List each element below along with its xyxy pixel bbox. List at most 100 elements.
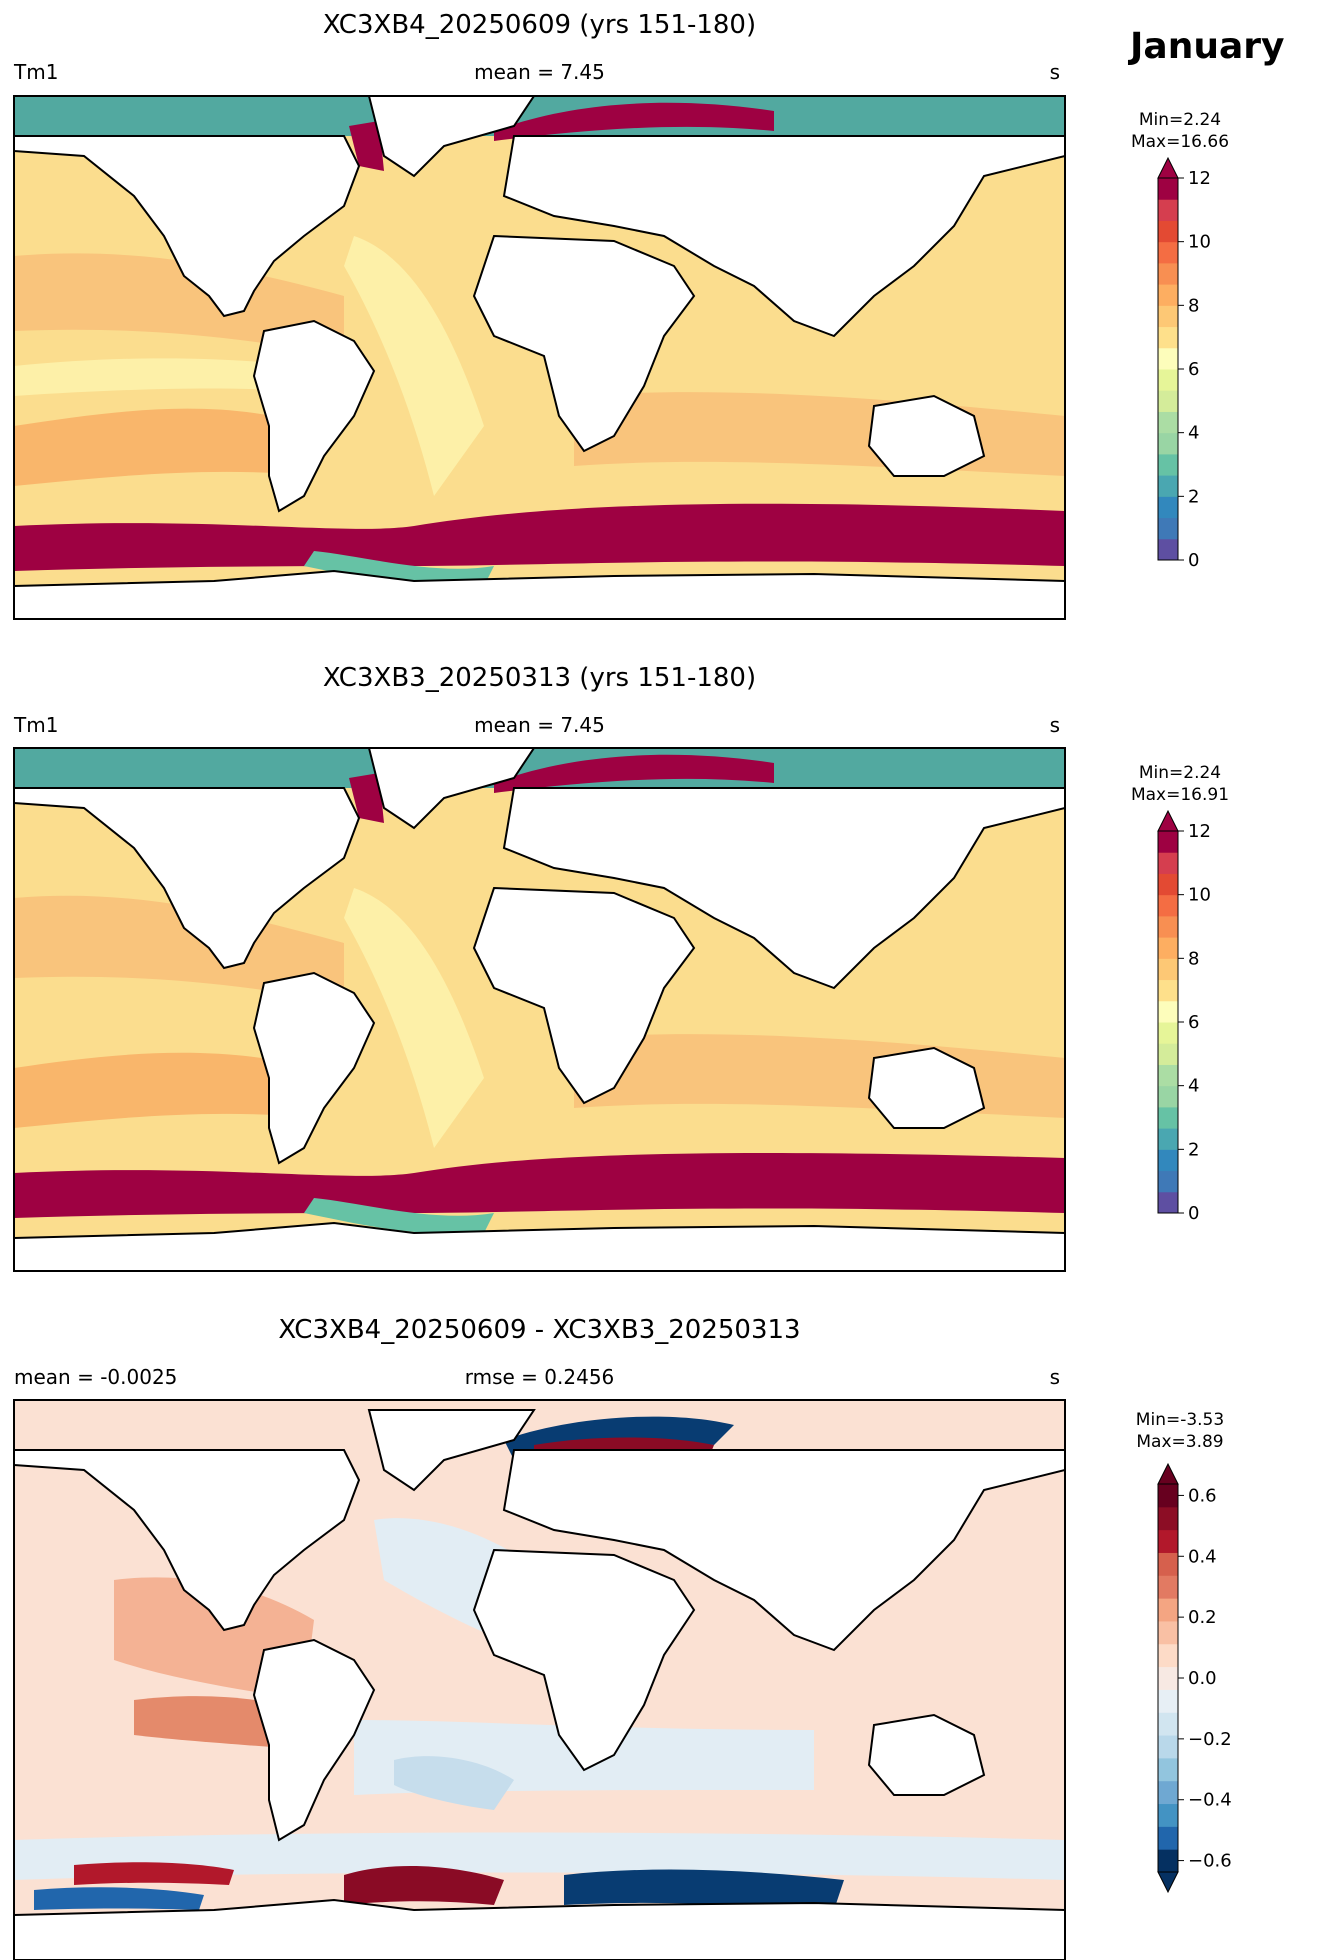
panel-3-max-stat: Max=3.89 bbox=[1136, 1432, 1224, 1452]
panel-2-title: XC3XB3_20250313 (yrs 151-180) bbox=[322, 663, 757, 693]
colorbar-segment bbox=[1158, 1552, 1178, 1576]
map-frame bbox=[13, 747, 1066, 1272]
colorbar-tick-label: 0.4 bbox=[1188, 1546, 1217, 1567]
southern-ocean-high bbox=[14, 503, 1065, 571]
southern-dark-blue bbox=[564, 1869, 844, 1910]
colorbar-segment bbox=[1158, 894, 1178, 917]
colorbar-segment bbox=[1158, 937, 1178, 959]
colorbar-segment bbox=[1158, 220, 1178, 243]
panel-1-colorbar: 0 2 4 6 8 10 12 bbox=[1157, 156, 1211, 571]
colorbar-segment bbox=[1158, 1064, 1178, 1087]
australia bbox=[867, 1713, 986, 1796]
colorbar-segment bbox=[1158, 1484, 1178, 1508]
south-america bbox=[252, 971, 376, 1165]
colorbar-segment bbox=[1158, 1620, 1178, 1645]
north-america bbox=[14, 135, 361, 318]
colorbar-segment bbox=[1158, 1170, 1178, 1193]
panel-3-min-stat: Min=-3.53 bbox=[1135, 1410, 1225, 1430]
colorbar-segment bbox=[1158, 1128, 1178, 1150]
colorbar-segment bbox=[1158, 1735, 1178, 1759]
panel-1-map bbox=[13, 95, 1066, 620]
panel-2-variable-label: Tm1 bbox=[14, 713, 59, 737]
colorbar-tick-label: 10 bbox=[1188, 885, 1211, 906]
diff-blue-patches bbox=[394, 1756, 514, 1810]
colorbar-tick-label: 6 bbox=[1188, 1012, 1199, 1033]
southern-red-west bbox=[74, 1862, 234, 1885]
greenland bbox=[367, 96, 536, 178]
colorbar-segment bbox=[1158, 1506, 1178, 1531]
panel-1-mean-label: mean = 7.45 bbox=[474, 60, 605, 84]
panel-1-max-stat: Max=16.66 bbox=[1130, 132, 1230, 152]
colorbar-segment bbox=[1158, 1149, 1178, 1172]
colorbar-tick-label: 4 bbox=[1188, 423, 1199, 444]
colorbar-extend-max-arrow bbox=[1157, 1462, 1179, 1485]
panel-2-min-stat: Min=2.24 bbox=[1138, 763, 1222, 783]
map-frame bbox=[13, 95, 1066, 620]
colorbar-segment bbox=[1158, 1085, 1178, 1108]
panel-2-units-label: s bbox=[1049, 713, 1060, 737]
colorbar-tick-label: 0 bbox=[1188, 1203, 1199, 1224]
southern-ocean-high bbox=[14, 1153, 1065, 1218]
colorbar-segment bbox=[1158, 1689, 1178, 1713]
colorbar-tick-label: 0.2 bbox=[1188, 1607, 1217, 1628]
colorbar-segment bbox=[1158, 1780, 1178, 1805]
greenland bbox=[367, 1409, 536, 1492]
panel-2-max-stat: Max=16.91 bbox=[1130, 785, 1230, 805]
africa bbox=[472, 1548, 696, 1772]
colorbar-tick-label: 2 bbox=[1188, 1139, 1199, 1160]
australia bbox=[867, 1046, 986, 1129]
colorbar-segment bbox=[1158, 538, 1178, 561]
colorbar-tick-label: 0.6 bbox=[1188, 1485, 1217, 1506]
africa bbox=[472, 234, 696, 453]
greenland bbox=[367, 748, 536, 830]
colorbar-tick-label: 0.0 bbox=[1188, 1668, 1217, 1689]
colorbar-segment bbox=[1158, 326, 1178, 349]
colorbar-segment bbox=[1158, 517, 1178, 540]
colorbar-segment bbox=[1158, 432, 1178, 455]
colorbar-segment bbox=[1158, 1529, 1178, 1553]
month-heading: January bbox=[1130, 26, 1285, 67]
colorbar-segment bbox=[1158, 1575, 1178, 1599]
warm-band-south-pacific bbox=[14, 408, 314, 486]
south-america bbox=[252, 319, 376, 513]
colorbar-tick-label: 12 bbox=[1188, 821, 1211, 842]
southern-dark-red bbox=[344, 1865, 504, 1905]
colorbar-tick-label: 10 bbox=[1188, 232, 1211, 253]
colorbar-segment bbox=[1158, 915, 1178, 938]
eurasia bbox=[502, 135, 1065, 338]
colorbar-segment bbox=[1158, 1826, 1178, 1850]
colorbar-segment bbox=[1158, 475, 1178, 497]
light-band-atlantic bbox=[344, 236, 484, 496]
antarctica bbox=[14, 569, 1065, 619]
colorbar-tick-label: 8 bbox=[1188, 948, 1199, 969]
colorbar-tick-label: 6 bbox=[1188, 359, 1199, 380]
southern-blue-west bbox=[34, 1887, 204, 1910]
colorbar-tick-label: 0 bbox=[1188, 550, 1199, 571]
colorbar-segment bbox=[1158, 411, 1178, 434]
diff-southern-light bbox=[14, 1832, 1065, 1880]
eurasia bbox=[502, 1449, 1065, 1652]
colorbar-segment bbox=[1158, 1849, 1178, 1873]
panel-3-rmse-label: rmse = 0.2456 bbox=[464, 1365, 615, 1389]
south-america bbox=[252, 1638, 376, 1842]
colorbar-segment bbox=[1158, 1643, 1178, 1668]
colorbar-segment bbox=[1158, 369, 1178, 391]
panel-3-colorbar: −0.6 −0.4 −0.2 0.0 0.2 0.4 0.6 bbox=[1157, 1462, 1232, 1894]
colorbar-segment bbox=[1158, 496, 1178, 519]
panel-1-variable-label: Tm1 bbox=[14, 60, 59, 84]
colorbar-segment bbox=[1158, 199, 1178, 221]
colorbar-segment bbox=[1158, 1000, 1178, 1023]
colorbar-segment bbox=[1158, 979, 1178, 1002]
panel-1-min-stat: Min=2.24 bbox=[1138, 110, 1222, 130]
panel-3-mean-label: mean = -0.0025 bbox=[14, 1365, 178, 1389]
southern-ocean-green bbox=[304, 1198, 494, 1234]
panel-2-map bbox=[13, 747, 1066, 1272]
map-frame bbox=[13, 1399, 1066, 1960]
colorbar-extend-max-arrow bbox=[1157, 809, 1179, 832]
panel-2-colorbar: 0 2 4 6 8 10 12 bbox=[1157, 809, 1211, 1224]
colorbar-segment bbox=[1158, 390, 1178, 412]
colorbar-segment bbox=[1158, 1191, 1178, 1214]
warm-band-south-pacific bbox=[14, 1052, 314, 1128]
colorbar-extend-max-arrow bbox=[1157, 156, 1179, 179]
colorbar-segment bbox=[1158, 262, 1178, 285]
